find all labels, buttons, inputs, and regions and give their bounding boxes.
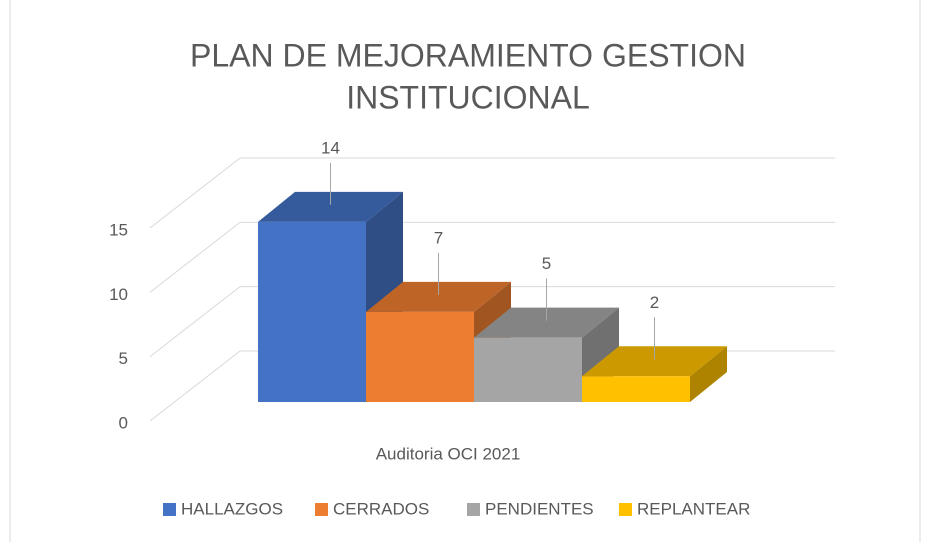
bar	[258, 221, 366, 402]
chart-frame	[9, 0, 921, 542]
legend-swatch	[467, 503, 480, 516]
grid-line	[149, 157, 241, 229]
x-tick-label: Auditoria OCI 2021	[376, 444, 521, 463]
legend-label: HALLAZGOS	[181, 499, 283, 518]
legend-swatch	[315, 503, 328, 516]
data-label: 5	[542, 254, 551, 273]
grid-line	[149, 221, 241, 293]
legend-swatch	[619, 503, 632, 516]
data-label: 7	[434, 228, 443, 247]
chart-title: INSTITUCIONAL	[346, 79, 590, 115]
chart-title: PLAN DE MEJORAMIENTO GESTION	[190, 37, 746, 73]
grid-line	[149, 286, 241, 358]
legend-label: REPLANTEAR	[637, 499, 750, 518]
legend-label: PENDIENTES	[485, 499, 594, 518]
legend-swatch	[163, 503, 176, 516]
bar-top	[582, 346, 727, 377]
bar-top	[366, 281, 511, 312]
legend-label: CERRADOS	[333, 499, 429, 518]
y-tick-label: 15	[109, 220, 128, 239]
bar-top	[258, 191, 403, 222]
bar	[366, 311, 474, 402]
bar-top	[474, 307, 619, 338]
data-label: 2	[650, 293, 659, 312]
y-tick-label: 5	[119, 349, 128, 368]
bar-side	[690, 346, 727, 402]
y-tick-label: 10	[109, 285, 128, 304]
data-label: 14	[321, 138, 340, 157]
y-tick-label: 0	[119, 413, 128, 432]
bar	[582, 376, 690, 402]
bar	[474, 337, 582, 402]
grid-line	[149, 350, 241, 422]
